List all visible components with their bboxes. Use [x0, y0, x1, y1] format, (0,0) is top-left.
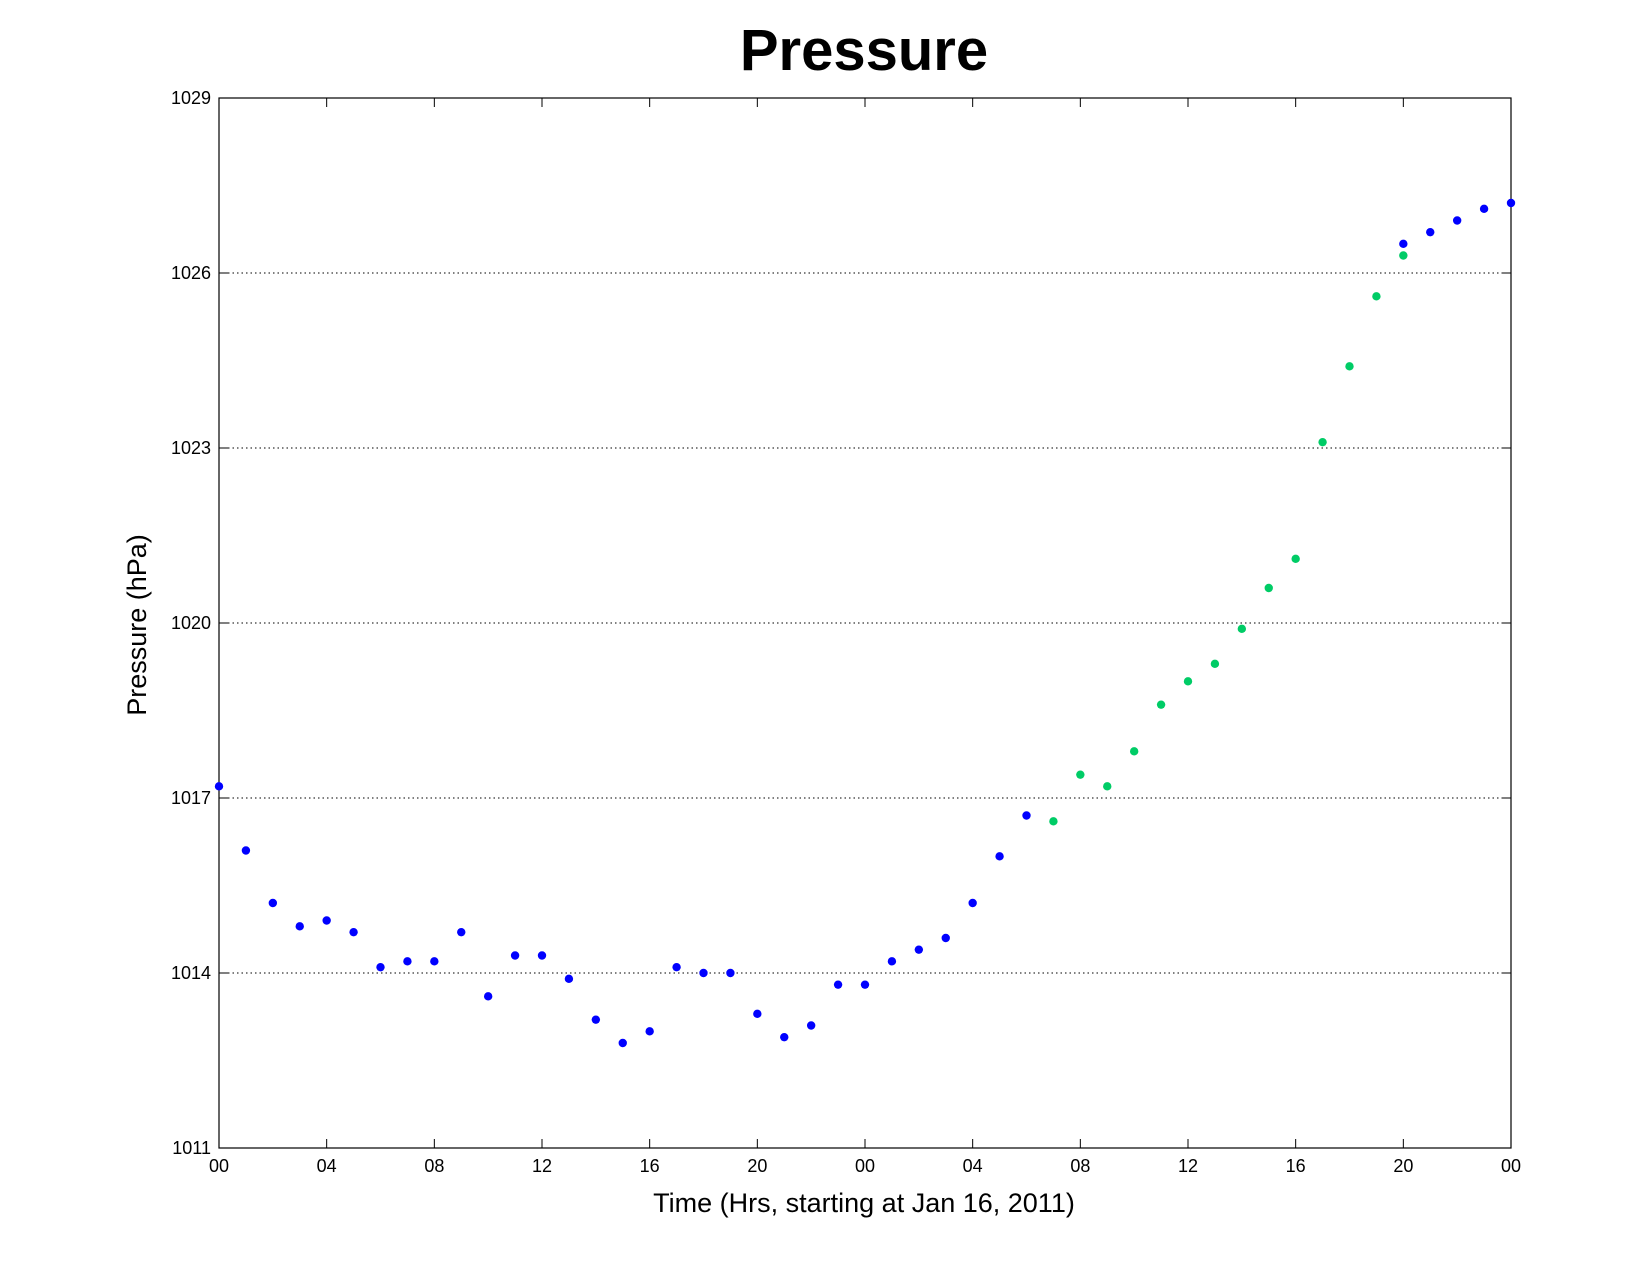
y-tick-label: 1020: [171, 613, 211, 633]
x-tick-label: 00: [209, 1156, 229, 1176]
data-point: [1426, 227, 1435, 237]
data-point: [241, 846, 251, 855]
data-point: [645, 1027, 654, 1036]
data-point: [806, 1021, 816, 1030]
data-point: [995, 852, 1004, 861]
y-axis-label: Pressure (hPa): [122, 534, 152, 716]
x-tick-label: 04: [963, 1156, 983, 1176]
x-tick-label: 16: [1286, 1156, 1306, 1176]
x-tick-label: 00: [855, 1156, 875, 1176]
data-point: [887, 957, 897, 966]
data-point: [214, 782, 224, 791]
data-point: [753, 1009, 762, 1019]
data-point: [1237, 624, 1247, 634]
data-point: [1479, 204, 1489, 214]
data-point: [510, 951, 520, 960]
data-point: [430, 957, 439, 966]
data-point: [564, 974, 574, 984]
y-tick-label: 1023: [171, 438, 211, 458]
data-point: [1345, 362, 1354, 371]
data-point: [268, 898, 278, 908]
y-tick-label: 1011: [172, 1138, 211, 1158]
data-point: [403, 957, 412, 966]
data-point: [1103, 782, 1112, 791]
data-point: [1506, 198, 1516, 208]
x-axis-label: Time (Hrs, starting at Jan 16, 2011): [653, 1188, 1075, 1218]
data-point: [591, 1015, 601, 1024]
data-point: [1210, 659, 1220, 669]
x-tick-label: 12: [532, 1156, 552, 1176]
data-point: [1399, 251, 1408, 260]
data-point: [914, 945, 924, 954]
x-tick-label: 08: [1070, 1156, 1090, 1176]
data-point: [726, 968, 735, 978]
grid-layer: [219, 272, 1511, 974]
data-point: [537, 951, 547, 960]
data-point: [1129, 747, 1139, 756]
data-point: [1372, 292, 1381, 301]
data-point: [376, 962, 385, 972]
data-point: [295, 922, 304, 931]
x-tick-label: 08: [424, 1156, 444, 1176]
data-point: [349, 927, 358, 937]
y-tick-label: 1017: [171, 788, 211, 808]
data-point: [941, 933, 950, 943]
point-layer: [214, 198, 1516, 1048]
data-point: [1183, 677, 1193, 686]
data-point: [1318, 437, 1327, 447]
y-tick-label: 1026: [171, 263, 211, 283]
chart-title: Pressure: [740, 18, 988, 83]
tick-layer: 1011 1014 1017 1020 1023 1026 1029 00 04 08 12 16 20…: [171, 88, 1521, 1176]
data-point: [968, 898, 977, 908]
data-point: [672, 962, 681, 972]
data-point: [1156, 700, 1166, 709]
data-point: [457, 927, 466, 937]
x-tick-label: 20: [747, 1156, 767, 1176]
x-tick-label: 04: [317, 1156, 337, 1176]
data-point: [1399, 239, 1408, 249]
data-point: [1264, 583, 1273, 593]
data-point: [833, 980, 843, 989]
data-point: [1291, 554, 1300, 564]
data-point: [1022, 811, 1031, 820]
x-tick-label: 16: [640, 1156, 660, 1176]
data-point: [860, 980, 870, 989]
data-point: [483, 992, 493, 1001]
x-tick-label: 00: [1501, 1156, 1521, 1176]
y-tick-label: 1029: [171, 88, 211, 108]
x-tick-label: 12: [1178, 1156, 1198, 1176]
data-point: [699, 968, 708, 978]
data-point: [1452, 216, 1462, 225]
data-point: [1076, 770, 1085, 779]
data-point: [780, 1032, 789, 1042]
data-point: [618, 1038, 627, 1048]
data-point: [322, 916, 331, 925]
data-point: [1049, 817, 1058, 826]
y-tick-label: 1014: [171, 963, 211, 983]
x-tick-label: 20: [1393, 1156, 1413, 1176]
